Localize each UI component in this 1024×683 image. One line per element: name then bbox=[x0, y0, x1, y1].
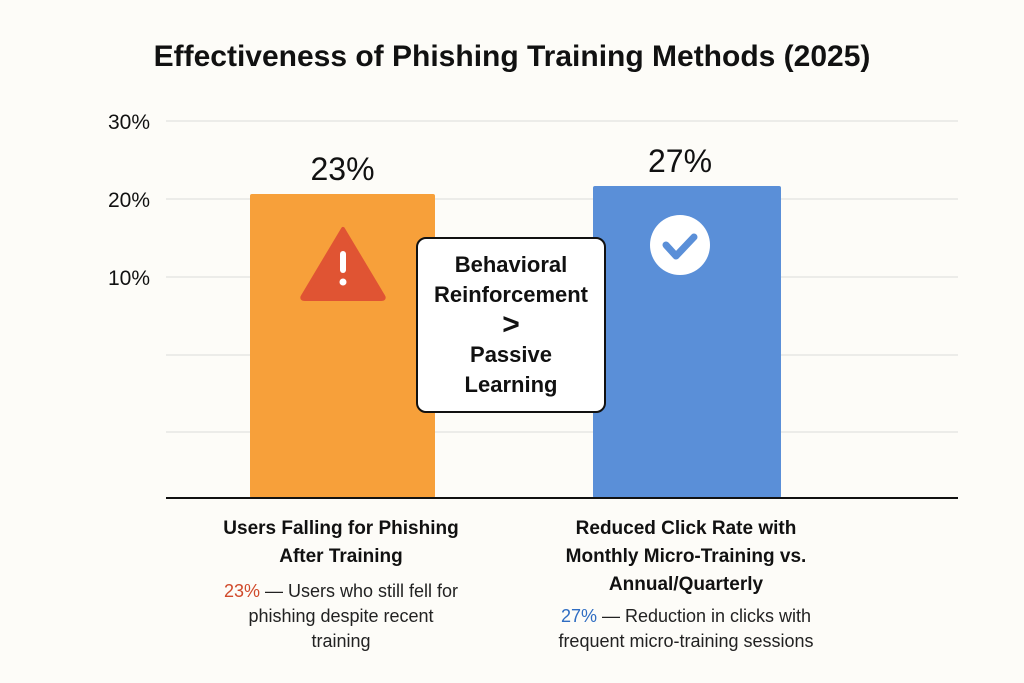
right-description: 27% — Reduction in clicks with frequent … bbox=[506, 604, 866, 654]
left-description: 23% — Users who still fell for phishing … bbox=[176, 579, 506, 654]
callout-line-4: Learning bbox=[464, 372, 558, 397]
left-description-line-2: phishing despite recent bbox=[248, 606, 434, 626]
y-tick-label-2: 10% bbox=[108, 267, 150, 290]
y-tick-label-0: 30% bbox=[108, 111, 150, 134]
left-description-line-3: training bbox=[311, 631, 371, 651]
right-category-line-1: Reduced Click Rate with bbox=[575, 518, 797, 539]
right-category-line-3: Annual/Quarterly bbox=[608, 574, 764, 595]
right-description-line-1: — Reduction in clicks with bbox=[596, 606, 812, 626]
warning-icon bbox=[300, 227, 386, 301]
left-category-line-2: After Training bbox=[279, 546, 403, 567]
right-description-pct: 27% bbox=[560, 606, 597, 626]
check-circle-icon bbox=[650, 215, 710, 275]
right-category-label: Reduced Click Rate with Monthly Micro-Tr… bbox=[516, 515, 856, 599]
right-description-line-2: frequent micro-training sessions bbox=[558, 631, 814, 651]
y-tick-label-1: 20% bbox=[108, 189, 150, 212]
callout-line-2: Reinforcement bbox=[433, 282, 589, 307]
bar-value-label-1: 27% bbox=[648, 143, 712, 179]
left-category-label: Users Falling for Phishing After Trainin… bbox=[186, 515, 496, 571]
callout-box: Behavioral Reinforcement > Passive Learn… bbox=[416, 237, 606, 413]
left-description-line-1: — Users who still fell for bbox=[259, 581, 459, 601]
bar-1 bbox=[593, 186, 781, 498]
right-category-line-2: Monthly Micro-Training vs. bbox=[565, 546, 807, 567]
callout-greater-than: > bbox=[502, 308, 520, 341]
callout-line-1: Behavioral bbox=[454, 252, 568, 277]
left-description-pct: 23% bbox=[223, 581, 260, 601]
chart-title: Effectiveness of Phishing Training Metho… bbox=[153, 40, 871, 73]
bar-0 bbox=[250, 194, 435, 498]
callout-line-3: Passive bbox=[470, 342, 552, 367]
left-category-line-1: Users Falling for Phishing bbox=[223, 518, 459, 539]
bar-value-label-0: 23% bbox=[310, 151, 374, 187]
